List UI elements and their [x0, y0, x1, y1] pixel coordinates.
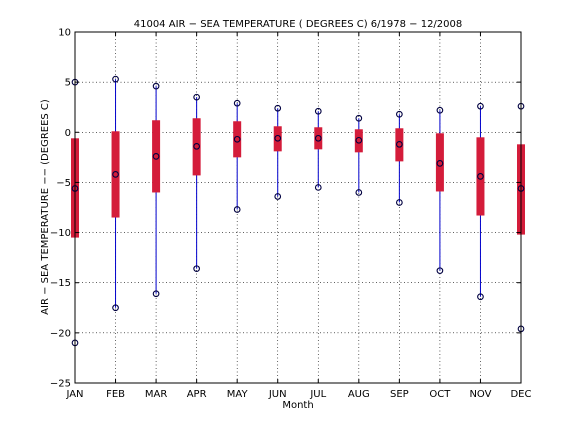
box-feb-max-marker — [112, 75, 119, 83]
box-sep-median-marker — [396, 140, 403, 148]
box-nov-min-marker — [477, 293, 484, 301]
box-mar-iqr-box — [152, 120, 161, 193]
x-tick-label: MAR — [145, 389, 167, 400]
box-may-median-marker — [233, 135, 241, 143]
box-jun-median-marker — [274, 134, 282, 142]
y-tick-label: 10 — [58, 28, 71, 39]
x-axis-label: Month — [282, 400, 313, 411]
y-tick-label: −25 — [50, 379, 71, 390]
y-tick-label: −10 — [50, 228, 71, 239]
box-jul-min-marker — [314, 184, 322, 191]
box-jul-median-marker — [314, 134, 322, 142]
box-oct-max-marker — [436, 106, 444, 114]
box-nov-median-marker — [477, 173, 484, 180]
box-aug-median-marker — [355, 136, 363, 144]
box-sep-iqr-box — [395, 128, 404, 162]
box-apr-min-marker — [193, 265, 200, 273]
x-tick-label: SEP — [390, 389, 409, 400]
box-jun-max-marker — [274, 104, 282, 112]
box-jun-iqr-box — [273, 126, 282, 152]
box-may-max-marker — [233, 99, 241, 107]
box-aug-iqr-box — [354, 129, 363, 153]
x-tick-label: FEB — [106, 389, 125, 400]
box-feb-median-marker — [112, 171, 119, 178]
box-sep-min-marker — [396, 199, 403, 206]
chart-title: 41004 AIR − SEA TEMPERATURE ( DEGREES C)… — [134, 19, 463, 30]
box-nov-max-marker — [477, 102, 484, 110]
y-tick-label: 5 — [65, 78, 71, 89]
box-mar-max-marker — [152, 82, 160, 90]
box-may-iqr-box — [233, 121, 242, 158]
y-tick-label: 0 — [65, 128, 71, 139]
box-jun-min-marker — [274, 193, 282, 200]
box-may-min-marker — [233, 206, 241, 213]
box-aug-min-marker — [355, 189, 363, 196]
x-tick-label: DEC — [510, 389, 531, 400]
box-mar-median-marker — [152, 153, 160, 160]
x-tick-label: JUL — [309, 389, 326, 400]
x-tick-label: AUG — [348, 389, 370, 400]
box-feb-iqr-box — [111, 131, 120, 218]
x-tick-label: APR — [187, 389, 207, 400]
box-jul-max-marker — [314, 107, 322, 115]
box-oct-median-marker — [436, 160, 444, 167]
plot-frame — [74, 31, 522, 384]
box-oct-min-marker — [436, 267, 444, 275]
y-tick-label: −5 — [56, 178, 71, 189]
x-tick-label: NOV — [469, 389, 491, 400]
x-tick-label: JAN — [65, 389, 83, 400]
box-aug-max-marker — [355, 114, 363, 122]
x-tick-label: OCT — [429, 389, 451, 400]
box-jul-iqr-box — [314, 127, 323, 150]
box-apr-median-marker — [193, 142, 200, 150]
x-tick-label: MAY — [227, 389, 249, 400]
box-nov-iqr-box — [476, 137, 485, 216]
box-oct-iqr-box — [435, 133, 444, 192]
box-sep-max-marker — [396, 110, 403, 118]
box-apr-max-marker — [193, 93, 200, 101]
box-mar-min-marker — [152, 290, 160, 298]
x-tick-label: JUN — [268, 389, 287, 400]
box-apr-iqr-box — [192, 118, 201, 176]
y-axis-label: AIR − SEA TEMPERATURE −− (DEGREES C) — [40, 99, 51, 315]
box-feb-min-marker — [112, 304, 119, 312]
y-tick-label: −20 — [50, 328, 71, 339]
axes: −25 −20 −15 −10 −5 0 5 10 JAN FEB MAR APR MAY JUN JUL A… — [50, 28, 532, 401]
y-tick-label: −15 — [50, 278, 71, 289]
